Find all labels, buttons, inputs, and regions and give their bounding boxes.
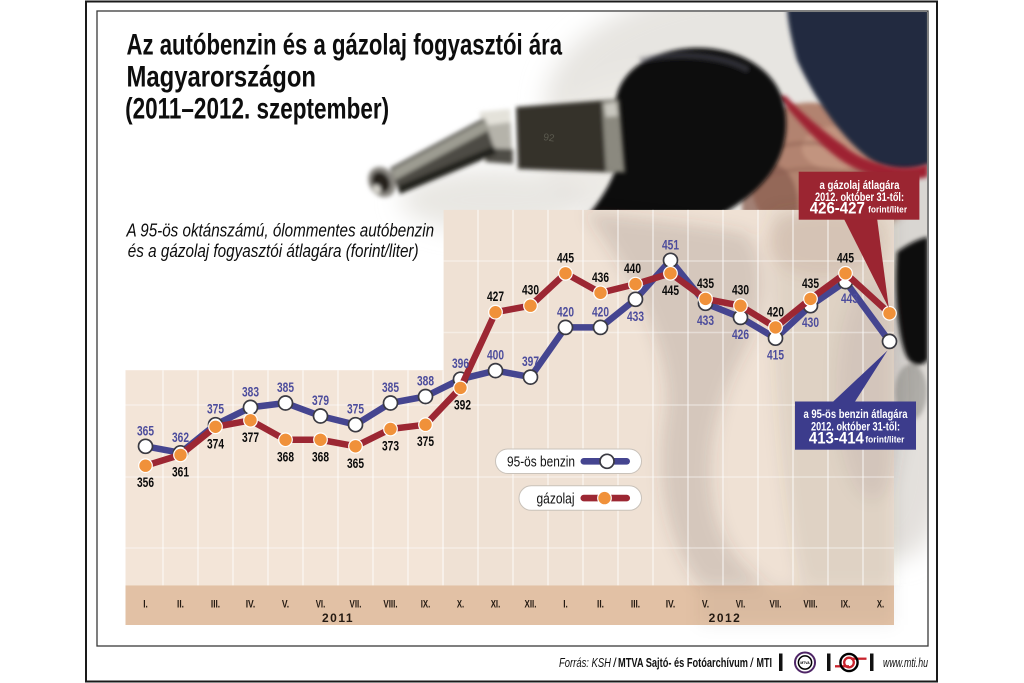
svg-text:III.: III. (211, 599, 220, 611)
svg-text:X.: X. (877, 599, 884, 611)
svg-text:92: 92 (543, 132, 556, 145)
svg-text:383: 383 (242, 384, 259, 399)
svg-text:435: 435 (697, 276, 714, 291)
svg-text:és a gázolaj fogyasztói átlagá: és a gázolaj fogyasztói átlagára (forint… (128, 240, 419, 261)
svg-text:V.: V. (702, 599, 709, 611)
svg-text:a 95-ös benzin átlagára: a 95-ös benzin átlagára (804, 407, 908, 421)
svg-text:2012. október 31-től:: 2012. október 31-től: (811, 420, 900, 434)
svg-text:443: 443 (841, 291, 858, 306)
svg-text:420: 420 (767, 304, 784, 319)
svg-text:430: 430 (732, 283, 749, 298)
svg-text:VI.: VI. (736, 599, 746, 611)
svg-text:VIII.: VIII. (803, 599, 817, 611)
svg-text:426-427: 426-427 (810, 200, 865, 218)
svg-text:420: 420 (592, 304, 609, 319)
svg-text:426: 426 (732, 327, 749, 342)
svg-text:361: 361 (172, 464, 189, 479)
svg-text:A 95-ös oktánszámú, ólommentes: A 95-ös oktánszámú, ólommentes autóbenzi… (126, 220, 434, 241)
svg-text:2011: 2011 (322, 611, 354, 625)
svg-text:413-414: 413-414 (809, 430, 865, 448)
svg-text:I.: I. (563, 599, 568, 611)
svg-text:MTVA: MTVA (800, 661, 810, 665)
svg-text:368: 368 (312, 449, 329, 464)
svg-text:IV.: IV. (666, 599, 676, 611)
svg-text:MTI: MTI (757, 655, 773, 670)
svg-text:440: 440 (624, 261, 641, 276)
svg-text:400: 400 (487, 348, 504, 363)
svg-text:373: 373 (382, 439, 399, 454)
svg-text:(2011–2012. szeptember): (2011–2012. szeptember) (125, 93, 389, 126)
svg-text:XII.: XII. (525, 599, 537, 611)
svg-text:433: 433 (697, 313, 714, 328)
svg-text:VII.: VII. (770, 599, 782, 611)
svg-text:VII.: VII. (350, 599, 362, 611)
svg-text:377: 377 (242, 430, 259, 445)
svg-text:368: 368 (277, 449, 294, 464)
svg-text:forint/liter: forint/liter (868, 205, 907, 216)
svg-text:Magyarországon: Magyarországon (127, 61, 317, 94)
svg-text:MTVA Sajtó- és Fotóarchívum: MTVA Sajtó- és Fotóarchívum (618, 655, 748, 670)
svg-text:IV.: IV. (246, 599, 256, 611)
svg-text:379: 379 (312, 393, 329, 408)
svg-text:V.: V. (282, 599, 289, 611)
svg-text:XI.: XI. (491, 599, 501, 611)
svg-text:427: 427 (487, 289, 504, 304)
svg-text:VIII.: VIII. (383, 599, 397, 611)
svg-text:430: 430 (802, 315, 819, 330)
svg-text:430: 430 (522, 283, 539, 298)
svg-text:/: / (750, 655, 754, 670)
svg-text:436: 436 (592, 270, 609, 285)
svg-text:a gázolaj átlagára: a gázolaj átlagára (820, 178, 900, 192)
svg-text:X.: X. (457, 599, 464, 611)
svg-text:gázolaj: gázolaj (537, 491, 575, 507)
svg-text:365: 365 (347, 456, 364, 471)
svg-text:III.: III. (631, 599, 640, 611)
svg-text:375: 375 (207, 402, 224, 417)
svg-text:Forrás: KSH: Forrás: KSH (559, 655, 611, 670)
svg-text:II.: II. (597, 599, 604, 611)
svg-text:445: 445 (662, 283, 679, 298)
svg-text:362: 362 (172, 430, 189, 445)
svg-text:420: 420 (557, 304, 574, 319)
svg-text:388: 388 (417, 374, 434, 389)
svg-text:95-ös benzin: 95-ös benzin (507, 455, 575, 471)
svg-text:VI.: VI. (316, 599, 326, 611)
svg-text:397: 397 (522, 354, 539, 369)
svg-text:2012: 2012 (709, 611, 742, 625)
svg-text:445: 445 (557, 250, 574, 265)
svg-text:Az autóbenzin és a gázolaj fog: Az autóbenzin és a gázolaj fogyasztói ár… (127, 28, 563, 61)
svg-text:374: 374 (207, 436, 224, 451)
svg-text:IX.: IX. (841, 599, 851, 611)
svg-text:II.: II. (177, 599, 184, 611)
svg-text:445: 445 (837, 250, 854, 265)
svg-text:385: 385 (277, 380, 294, 395)
svg-text:415: 415 (767, 348, 784, 363)
svg-text:451: 451 (662, 237, 679, 252)
svg-text:392: 392 (454, 397, 471, 412)
svg-text:385: 385 (382, 380, 399, 395)
svg-text:375: 375 (347, 402, 364, 417)
svg-text:435: 435 (802, 276, 819, 291)
svg-text:www.mti.hu: www.mti.hu (883, 655, 928, 670)
svg-text:396: 396 (452, 356, 469, 371)
svg-text:365: 365 (137, 423, 154, 438)
svg-text:2012. október 31-től:: 2012. október 31-től: (815, 190, 904, 204)
svg-text:IX.: IX. (421, 599, 431, 611)
svg-text:forint/liter: forint/liter (865, 435, 904, 446)
svg-text:/: / (613, 655, 617, 670)
svg-text:I.: I. (143, 599, 148, 611)
svg-text:433: 433 (627, 309, 644, 324)
svg-text:375: 375 (417, 434, 434, 449)
svg-text:356: 356 (137, 475, 154, 490)
